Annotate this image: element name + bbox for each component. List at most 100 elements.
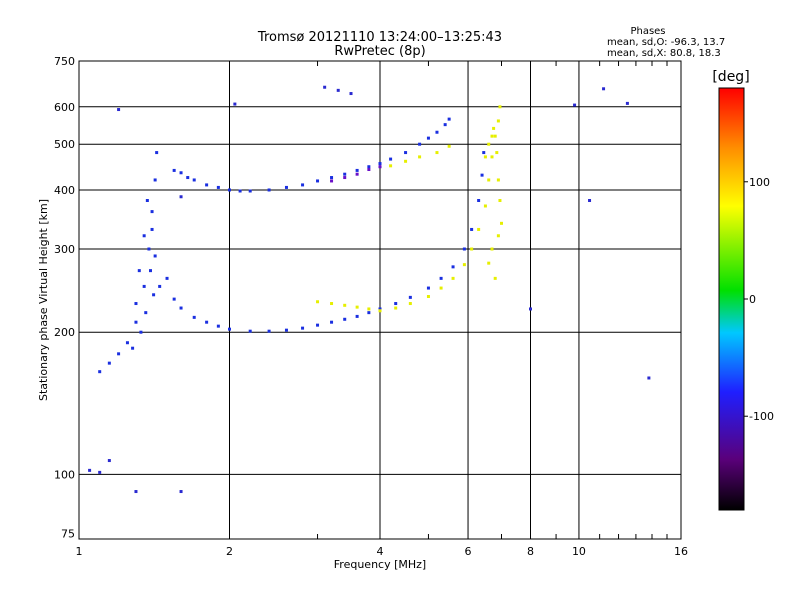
data-point <box>447 144 451 148</box>
data-point <box>394 302 398 306</box>
data-point <box>378 309 382 313</box>
phase-stats-o-mode: mean, sd,O: -96.3, 13.7 <box>607 37 725 48</box>
y-axis-ticks: 75 100 200 300 400 500 600 750 <box>54 55 75 540</box>
x-tick-label: 1 <box>76 545 83 558</box>
data-point <box>137 269 141 273</box>
phase-stats-x-mode: mean, sd,X: 80.8, 18.3 <box>607 48 721 59</box>
y-tick-label: 300 <box>54 243 75 256</box>
data-point <box>378 307 382 311</box>
y-tick-label: 500 <box>54 138 75 151</box>
data-point <box>172 297 176 301</box>
data-point <box>155 151 159 155</box>
data-point <box>498 105 502 109</box>
data-point <box>330 302 334 306</box>
data-point <box>267 329 271 333</box>
data-point <box>142 234 146 238</box>
x-tick-label: 16 <box>674 545 688 558</box>
data-point <box>153 254 157 258</box>
data-point <box>238 189 242 193</box>
data-point <box>490 155 494 159</box>
data-point <box>355 314 359 318</box>
data-point <box>389 164 393 168</box>
data-point <box>462 247 466 251</box>
data-point <box>447 117 451 121</box>
data-point <box>139 330 143 334</box>
data-point <box>367 165 371 169</box>
data-point <box>404 159 408 163</box>
data-point <box>343 303 347 307</box>
data-point <box>228 188 231 192</box>
data-point <box>98 370 102 374</box>
chart-title-line1: Tromsø 20121110 13:24:00–13:25:43 <box>257 30 502 45</box>
data-point <box>142 284 146 288</box>
data-point <box>477 227 481 231</box>
data-point <box>150 227 154 231</box>
data-point <box>435 151 439 155</box>
data-point <box>179 195 183 199</box>
data-point <box>418 155 422 159</box>
data-point <box>107 459 111 463</box>
data-point <box>495 151 499 155</box>
data-point <box>248 329 252 333</box>
data-point <box>482 151 486 155</box>
data-point <box>426 286 430 290</box>
data-point <box>487 142 491 146</box>
data-point <box>149 269 153 273</box>
data-point <box>588 199 592 203</box>
data-point <box>330 176 334 180</box>
data-point <box>172 168 176 172</box>
data-point <box>152 293 156 297</box>
data-point <box>228 327 231 331</box>
data-point <box>470 247 474 251</box>
y-tick-label: 75 <box>61 527 75 540</box>
data-point <box>301 326 305 330</box>
data-point <box>179 306 183 310</box>
data-point <box>134 320 138 324</box>
data-point <box>451 265 455 269</box>
data-point <box>378 162 382 166</box>
data-point <box>496 119 500 123</box>
data-point <box>492 126 496 130</box>
data-point <box>439 286 443 290</box>
colorbar-tick-label: 100 <box>749 176 770 189</box>
grid-lines <box>79 61 681 539</box>
y-tick-label: 100 <box>54 468 75 481</box>
data-point <box>496 178 500 182</box>
x-axis-label: Frequency [MHz] <box>334 558 426 571</box>
data-point <box>98 470 102 474</box>
data-point <box>439 276 443 280</box>
data-point <box>477 199 481 203</box>
data-point <box>233 102 237 106</box>
y-tick-label: 750 <box>54 55 75 68</box>
data-point <box>134 302 138 306</box>
x-axis-ticks: 1 2 4 6 8 10 16 <box>76 61 688 558</box>
data-point <box>316 179 320 183</box>
x-tick-label: 2 <box>226 545 233 558</box>
data-point <box>117 108 121 112</box>
data-point <box>349 92 353 96</box>
data-point <box>267 188 271 192</box>
data-point <box>487 261 491 265</box>
data-point <box>330 179 334 183</box>
data-point <box>625 101 629 105</box>
data-point <box>107 361 111 365</box>
data-point <box>426 136 430 140</box>
y-tick-label: 600 <box>54 101 75 114</box>
data-point <box>216 185 220 189</box>
colorbar-tick-label: -100 <box>749 410 774 423</box>
x-tick-label: 4 <box>377 545 384 558</box>
data-point <box>418 142 422 146</box>
data-point <box>378 165 382 169</box>
data-point <box>367 311 371 315</box>
data-point <box>408 295 412 299</box>
colorbar <box>718 87 745 511</box>
data-point <box>330 320 334 324</box>
data-point <box>404 151 408 155</box>
data-point <box>355 172 359 176</box>
data-point <box>205 320 209 324</box>
data-point <box>355 168 359 172</box>
phase-stats-title: Phases <box>630 26 665 37</box>
data-point <box>435 130 439 134</box>
data-points <box>88 85 651 494</box>
